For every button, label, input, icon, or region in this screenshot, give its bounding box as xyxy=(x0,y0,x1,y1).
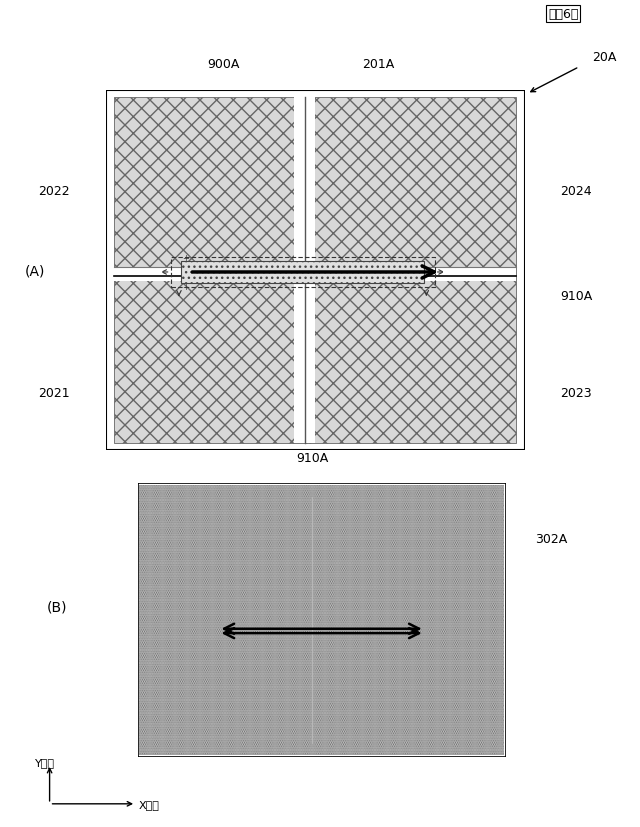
Text: Y方向: Y方向 xyxy=(35,757,55,767)
Text: 302A: 302A xyxy=(535,532,567,545)
Text: 2023: 2023 xyxy=(561,387,592,399)
Text: 20A: 20A xyxy=(592,51,616,64)
Bar xyxy=(171,257,435,288)
Text: X方向: X方向 xyxy=(139,799,160,809)
Text: (A): (A) xyxy=(24,264,45,278)
Bar xyxy=(294,98,315,443)
Text: 2024: 2024 xyxy=(561,185,592,198)
Text: +: + xyxy=(182,254,189,263)
Text: 2021: 2021 xyxy=(38,387,70,399)
Text: 910A: 910A xyxy=(296,452,328,465)
Text: 900A: 900A xyxy=(207,58,239,71)
Text: 201A: 201A xyxy=(362,58,394,71)
Text: 2022: 2022 xyxy=(38,185,70,198)
Text: 『囶6』: 『囶6』 xyxy=(548,8,579,22)
Text: (B): (B) xyxy=(47,600,68,614)
Text: 910A: 910A xyxy=(561,289,593,303)
Bar xyxy=(114,267,516,282)
Text: +: + xyxy=(182,283,189,292)
Bar xyxy=(181,262,424,284)
